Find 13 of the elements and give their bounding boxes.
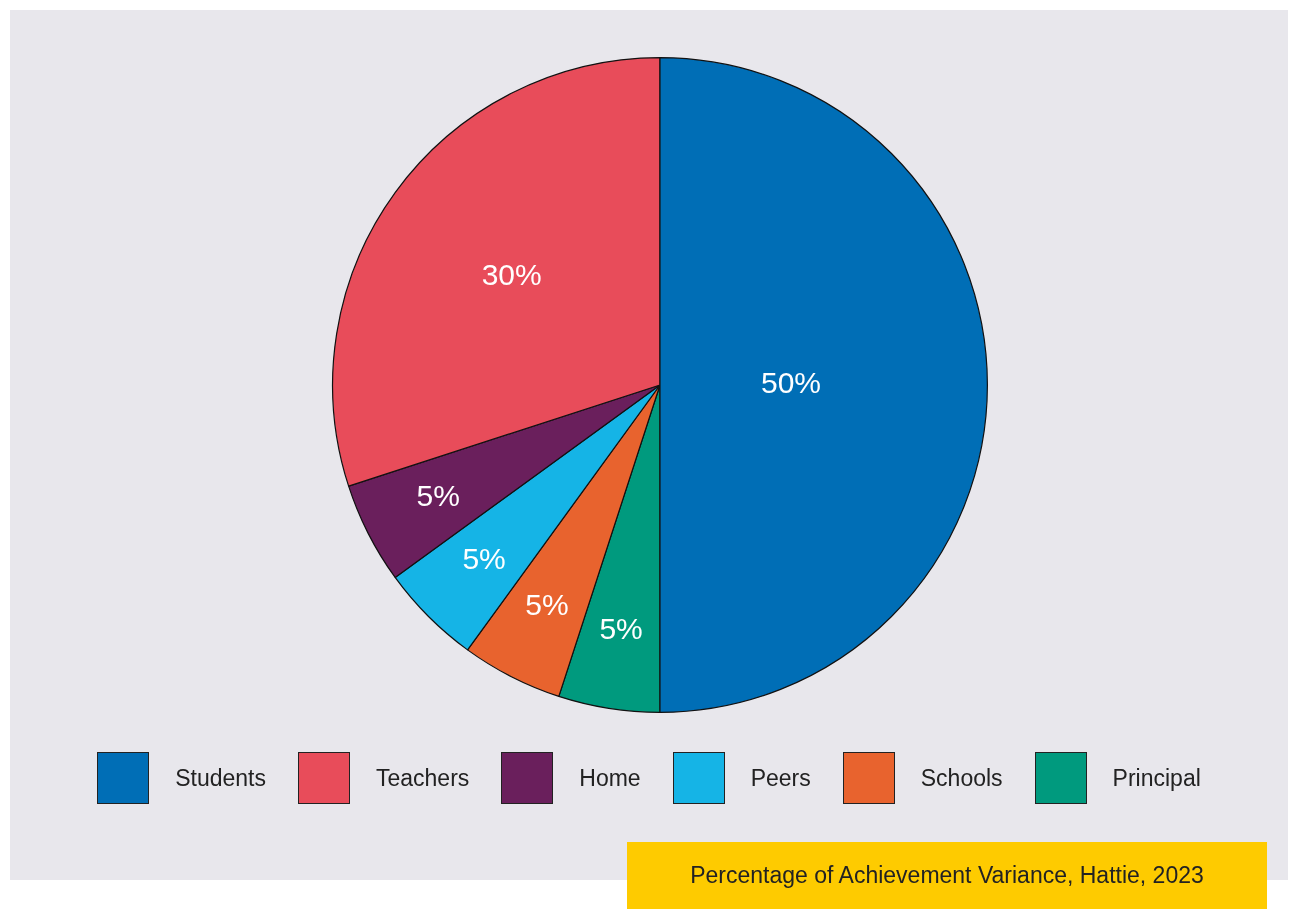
- data-label: 50%: [760, 366, 821, 400]
- data-label: 5%: [525, 587, 569, 621]
- legend-label: Teachers: [375, 764, 470, 792]
- data-label: 5%: [599, 612, 643, 646]
- data-label: 5%: [416, 479, 460, 513]
- data-label: 30%: [481, 258, 542, 292]
- legend-label: Home: [579, 764, 641, 792]
- legend-label: Principal: [1112, 764, 1201, 792]
- text: Percentage of Achievement Variance, Hattie, 2023: [627, 842, 1267, 909]
- legend-label: Schools: [920, 764, 1003, 792]
- data-label: 5%: [462, 542, 506, 576]
- legend-label: Students: [175, 764, 266, 792]
- legend-label: Peers: [750, 764, 811, 792]
